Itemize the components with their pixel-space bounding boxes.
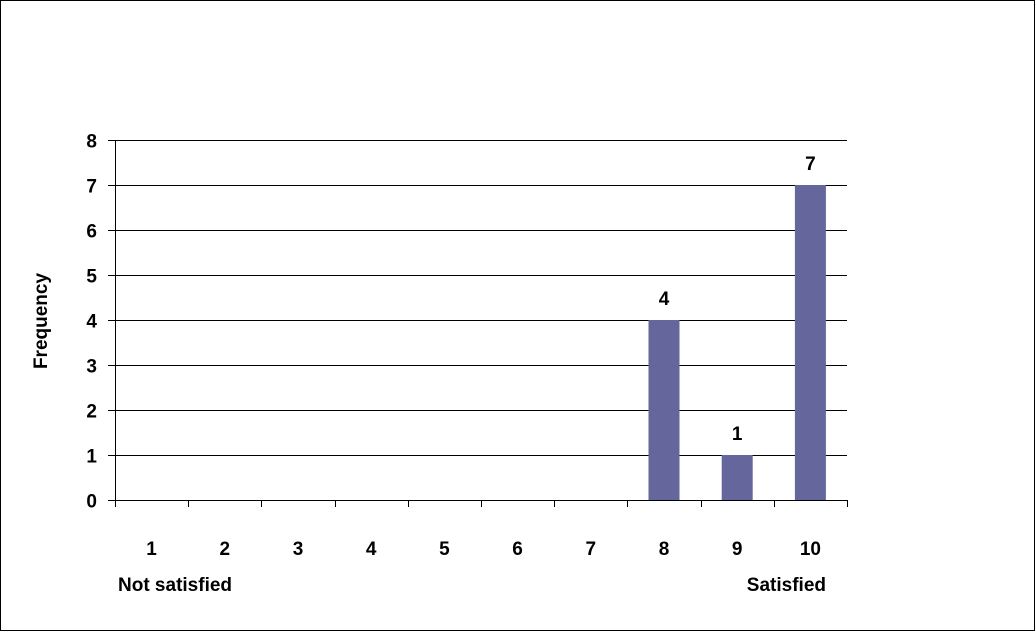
x-tick-label-6: 6 bbox=[512, 539, 523, 560]
y-tick-label-6: 6 bbox=[86, 222, 97, 243]
y-tick-label-4: 4 bbox=[86, 312, 97, 333]
x-tick-label-9: 9 bbox=[732, 539, 743, 560]
y-axis-tick-labels: 0 1 2 3 4 5 6 7 8 bbox=[86, 132, 97, 513]
x-tick-label-8: 8 bbox=[659, 539, 670, 560]
y-tick-label-0: 0 bbox=[86, 492, 97, 513]
x-tick-label-3: 3 bbox=[293, 539, 304, 560]
data-label-8: 4 bbox=[659, 289, 670, 310]
x-end-label-right: Satisfied bbox=[747, 575, 826, 596]
x-tick-label-7: 7 bbox=[586, 539, 597, 560]
x-tick-label-10: 10 bbox=[800, 539, 821, 560]
x-axis bbox=[115, 500, 848, 507]
gridlines bbox=[108, 140, 847, 507]
data-label-10: 7 bbox=[805, 154, 816, 175]
data-label-9: 1 bbox=[732, 424, 743, 445]
y-tick-label-5: 5 bbox=[86, 267, 97, 288]
x-axis-tick-labels: 1 2 3 4 5 6 7 8 9 10 bbox=[146, 539, 821, 560]
y-tick-label-7: 7 bbox=[86, 177, 97, 198]
y-tick-label-3: 3 bbox=[86, 357, 97, 378]
x-tick-label-5: 5 bbox=[439, 539, 450, 560]
x-tick-label-1: 1 bbox=[146, 539, 157, 560]
y-tick-label-1: 1 bbox=[86, 447, 97, 468]
bars bbox=[648, 185, 826, 500]
y-tick-label-8: 8 bbox=[86, 132, 97, 153]
data-labels: 4 1 7 bbox=[659, 154, 816, 445]
y-axis-label: Frequency bbox=[31, 273, 52, 370]
bar-8 bbox=[648, 320, 680, 500]
x-tick-label-2: 2 bbox=[220, 539, 231, 560]
bar-9 bbox=[721, 455, 753, 500]
x-tick-label-4: 4 bbox=[366, 539, 377, 560]
x-end-label-left: Not satisfied bbox=[118, 575, 232, 596]
bar-10 bbox=[794, 185, 826, 500]
y-tick-label-2: 2 bbox=[86, 402, 97, 423]
